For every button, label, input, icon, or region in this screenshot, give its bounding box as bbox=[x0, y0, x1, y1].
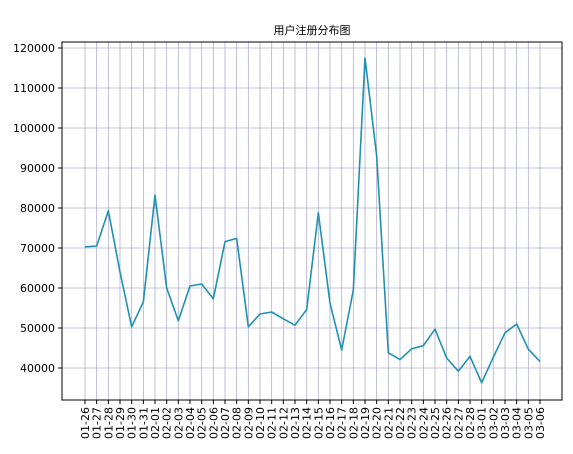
data-point bbox=[270, 311, 272, 313]
x-tick-label: 02-15 bbox=[312, 407, 325, 439]
data-point bbox=[352, 289, 354, 291]
y-tick-label: 80000 bbox=[20, 202, 55, 215]
x-tick-label: 02-10 bbox=[254, 407, 267, 439]
series-layer bbox=[84, 57, 541, 384]
y-tick-label: 120000 bbox=[13, 42, 55, 55]
x-tick-label: 02-25 bbox=[429, 407, 442, 439]
x-tick-label: 02-22 bbox=[394, 407, 407, 439]
x-tick-label: 02-16 bbox=[324, 407, 337, 439]
data-point bbox=[294, 324, 296, 326]
data-point bbox=[364, 57, 366, 59]
x-tick-label: 02-23 bbox=[406, 407, 419, 439]
grid bbox=[62, 42, 562, 400]
plot-area-frame bbox=[61, 41, 563, 401]
data-point bbox=[119, 271, 121, 273]
x-tick-label: 03-01 bbox=[476, 407, 489, 439]
x-tick-label: 02-20 bbox=[371, 407, 384, 439]
data-point bbox=[282, 318, 284, 320]
data-point bbox=[457, 370, 459, 372]
x-tick-label: 02-21 bbox=[382, 407, 395, 439]
x-tick-label: 03-06 bbox=[534, 407, 547, 439]
x-tick-label: 02-14 bbox=[301, 407, 314, 439]
data-point bbox=[200, 283, 202, 285]
data-point bbox=[375, 155, 377, 157]
x-tick-label: 01-31 bbox=[137, 407, 150, 439]
data-point bbox=[410, 348, 412, 350]
x-tick-label: 01-29 bbox=[114, 407, 127, 439]
x-tick-label: 03-02 bbox=[487, 407, 500, 439]
x-tick-label: 02-26 bbox=[441, 407, 454, 439]
data-point bbox=[399, 358, 401, 360]
series-line bbox=[84, 57, 541, 384]
x-tick-label: 02-28 bbox=[464, 407, 477, 439]
data-point bbox=[247, 326, 249, 328]
data-point bbox=[95, 245, 97, 247]
data-point bbox=[189, 285, 191, 287]
y-tick-label: 70000 bbox=[20, 242, 55, 255]
y-tick-label: 90000 bbox=[20, 162, 55, 175]
data-point bbox=[480, 382, 482, 384]
y-tick-label: 50000 bbox=[20, 322, 55, 335]
data-point bbox=[515, 323, 517, 325]
x-tick-label: 02-12 bbox=[277, 407, 290, 439]
y-tick-label: 40000 bbox=[20, 362, 55, 375]
data-point bbox=[142, 301, 144, 303]
data-point bbox=[504, 332, 506, 334]
data-point bbox=[445, 357, 447, 359]
x-tick-label: 01-27 bbox=[91, 407, 104, 439]
data-point bbox=[84, 246, 86, 248]
data-point bbox=[527, 348, 529, 350]
data-point bbox=[177, 320, 179, 322]
y-tick-label: 110000 bbox=[13, 82, 55, 95]
data-point bbox=[130, 326, 132, 328]
data-point bbox=[317, 212, 319, 214]
data-point bbox=[539, 360, 541, 362]
x-tick-label: 02-11 bbox=[266, 407, 279, 439]
x-tick-label: 02-13 bbox=[289, 407, 302, 439]
x-tick-label: 02-09 bbox=[242, 407, 255, 439]
x-tick-label: 02-03 bbox=[172, 407, 185, 439]
data-point bbox=[387, 352, 389, 354]
x-tick-label: 03-04 bbox=[511, 407, 524, 439]
x-tick-label: 02-24 bbox=[417, 407, 430, 439]
data-point bbox=[107, 210, 109, 212]
data-point bbox=[224, 240, 226, 242]
x-tick-label: 01-28 bbox=[102, 407, 115, 439]
data-point bbox=[492, 356, 494, 358]
data-point bbox=[422, 344, 424, 346]
chart-title: 用户注册分布图 bbox=[274, 23, 351, 37]
x-tick-label: 02-27 bbox=[452, 407, 465, 439]
data-point bbox=[259, 313, 261, 315]
x-tick-label: 02-08 bbox=[231, 407, 244, 439]
x-tick-label: 02-06 bbox=[207, 407, 220, 439]
x-tick-label: 02-18 bbox=[347, 407, 360, 439]
x-tick-label: 02-02 bbox=[161, 407, 174, 439]
data-point bbox=[469, 355, 471, 357]
x-tick-label: 01-30 bbox=[126, 407, 139, 439]
x-tick-label: 03-05 bbox=[522, 407, 535, 439]
data-point bbox=[329, 302, 331, 304]
y-axis: 40000 50000 60000 70000 80000 90000 100000 1100… bbox=[13, 42, 62, 375]
x-tick-label: 02-19 bbox=[359, 407, 372, 439]
data-point bbox=[212, 298, 214, 300]
x-tick-label: 01-26 bbox=[79, 407, 92, 439]
data-point bbox=[434, 328, 436, 330]
data-point bbox=[340, 349, 342, 351]
y-tick-label: 60000 bbox=[20, 282, 55, 295]
x-tick-label: 02-07 bbox=[219, 407, 232, 439]
x-tick-label: 03-03 bbox=[499, 407, 512, 439]
x-tick-label: 02-01 bbox=[149, 407, 162, 439]
data-point bbox=[154, 194, 156, 196]
data-point bbox=[235, 237, 237, 239]
x-axis: 01-2601-2701-2801-2901-3001-3102-0102-02… bbox=[79, 400, 547, 439]
data-point bbox=[305, 308, 307, 310]
x-tick-label: 02-05 bbox=[196, 407, 209, 439]
y-tick-label: 100000 bbox=[13, 122, 55, 135]
x-tick-label: 02-04 bbox=[184, 407, 197, 439]
x-tick-label: 02-17 bbox=[336, 407, 349, 439]
data-point bbox=[165, 287, 167, 289]
